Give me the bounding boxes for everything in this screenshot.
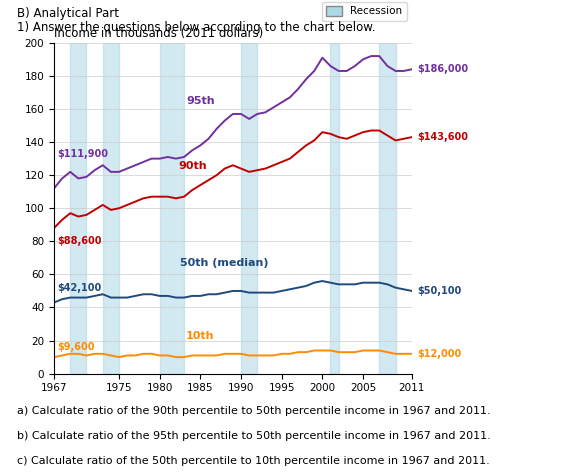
Bar <box>331 43 339 374</box>
Bar <box>70 43 86 374</box>
Text: $186,000: $186,000 <box>417 64 469 74</box>
Text: $12,000: $12,000 <box>417 349 462 359</box>
Text: 1) Answer the questions below according to the chart below.: 1) Answer the questions below according … <box>17 21 375 34</box>
Bar <box>103 43 119 374</box>
Text: 95th: 95th <box>186 96 215 106</box>
Text: Income in thousands (2011 dollars): Income in thousands (2011 dollars) <box>54 27 263 40</box>
Bar <box>241 43 257 374</box>
Bar <box>379 43 395 374</box>
Text: $42,100: $42,100 <box>57 283 102 293</box>
Text: 50th (median): 50th (median) <box>181 258 269 268</box>
Text: 10th: 10th <box>186 331 215 341</box>
Text: $9,600: $9,600 <box>57 342 95 352</box>
Text: 90th: 90th <box>178 160 207 170</box>
Text: b) Calculate ratio of the 95th percentile to 50th percentile income in 1967 and : b) Calculate ratio of the 95th percentil… <box>17 431 491 441</box>
Text: c) Calculate ratio of the 50th percentile to 10th percentile income in 1967 and : c) Calculate ratio of the 50th percentil… <box>17 456 490 466</box>
Text: $50,100: $50,100 <box>417 286 462 296</box>
Text: a) Calculate ratio of the 90th percentile to 50th percentile income in 1967 and : a) Calculate ratio of the 90th percentil… <box>17 406 491 416</box>
Text: B) Analytical Part: B) Analytical Part <box>17 7 119 20</box>
Text: $143,600: $143,600 <box>417 132 469 142</box>
Bar <box>160 43 184 374</box>
Text: $111,900: $111,900 <box>57 149 108 159</box>
Legend: Recession: Recession <box>322 2 407 20</box>
Text: $88,600: $88,600 <box>57 236 102 247</box>
